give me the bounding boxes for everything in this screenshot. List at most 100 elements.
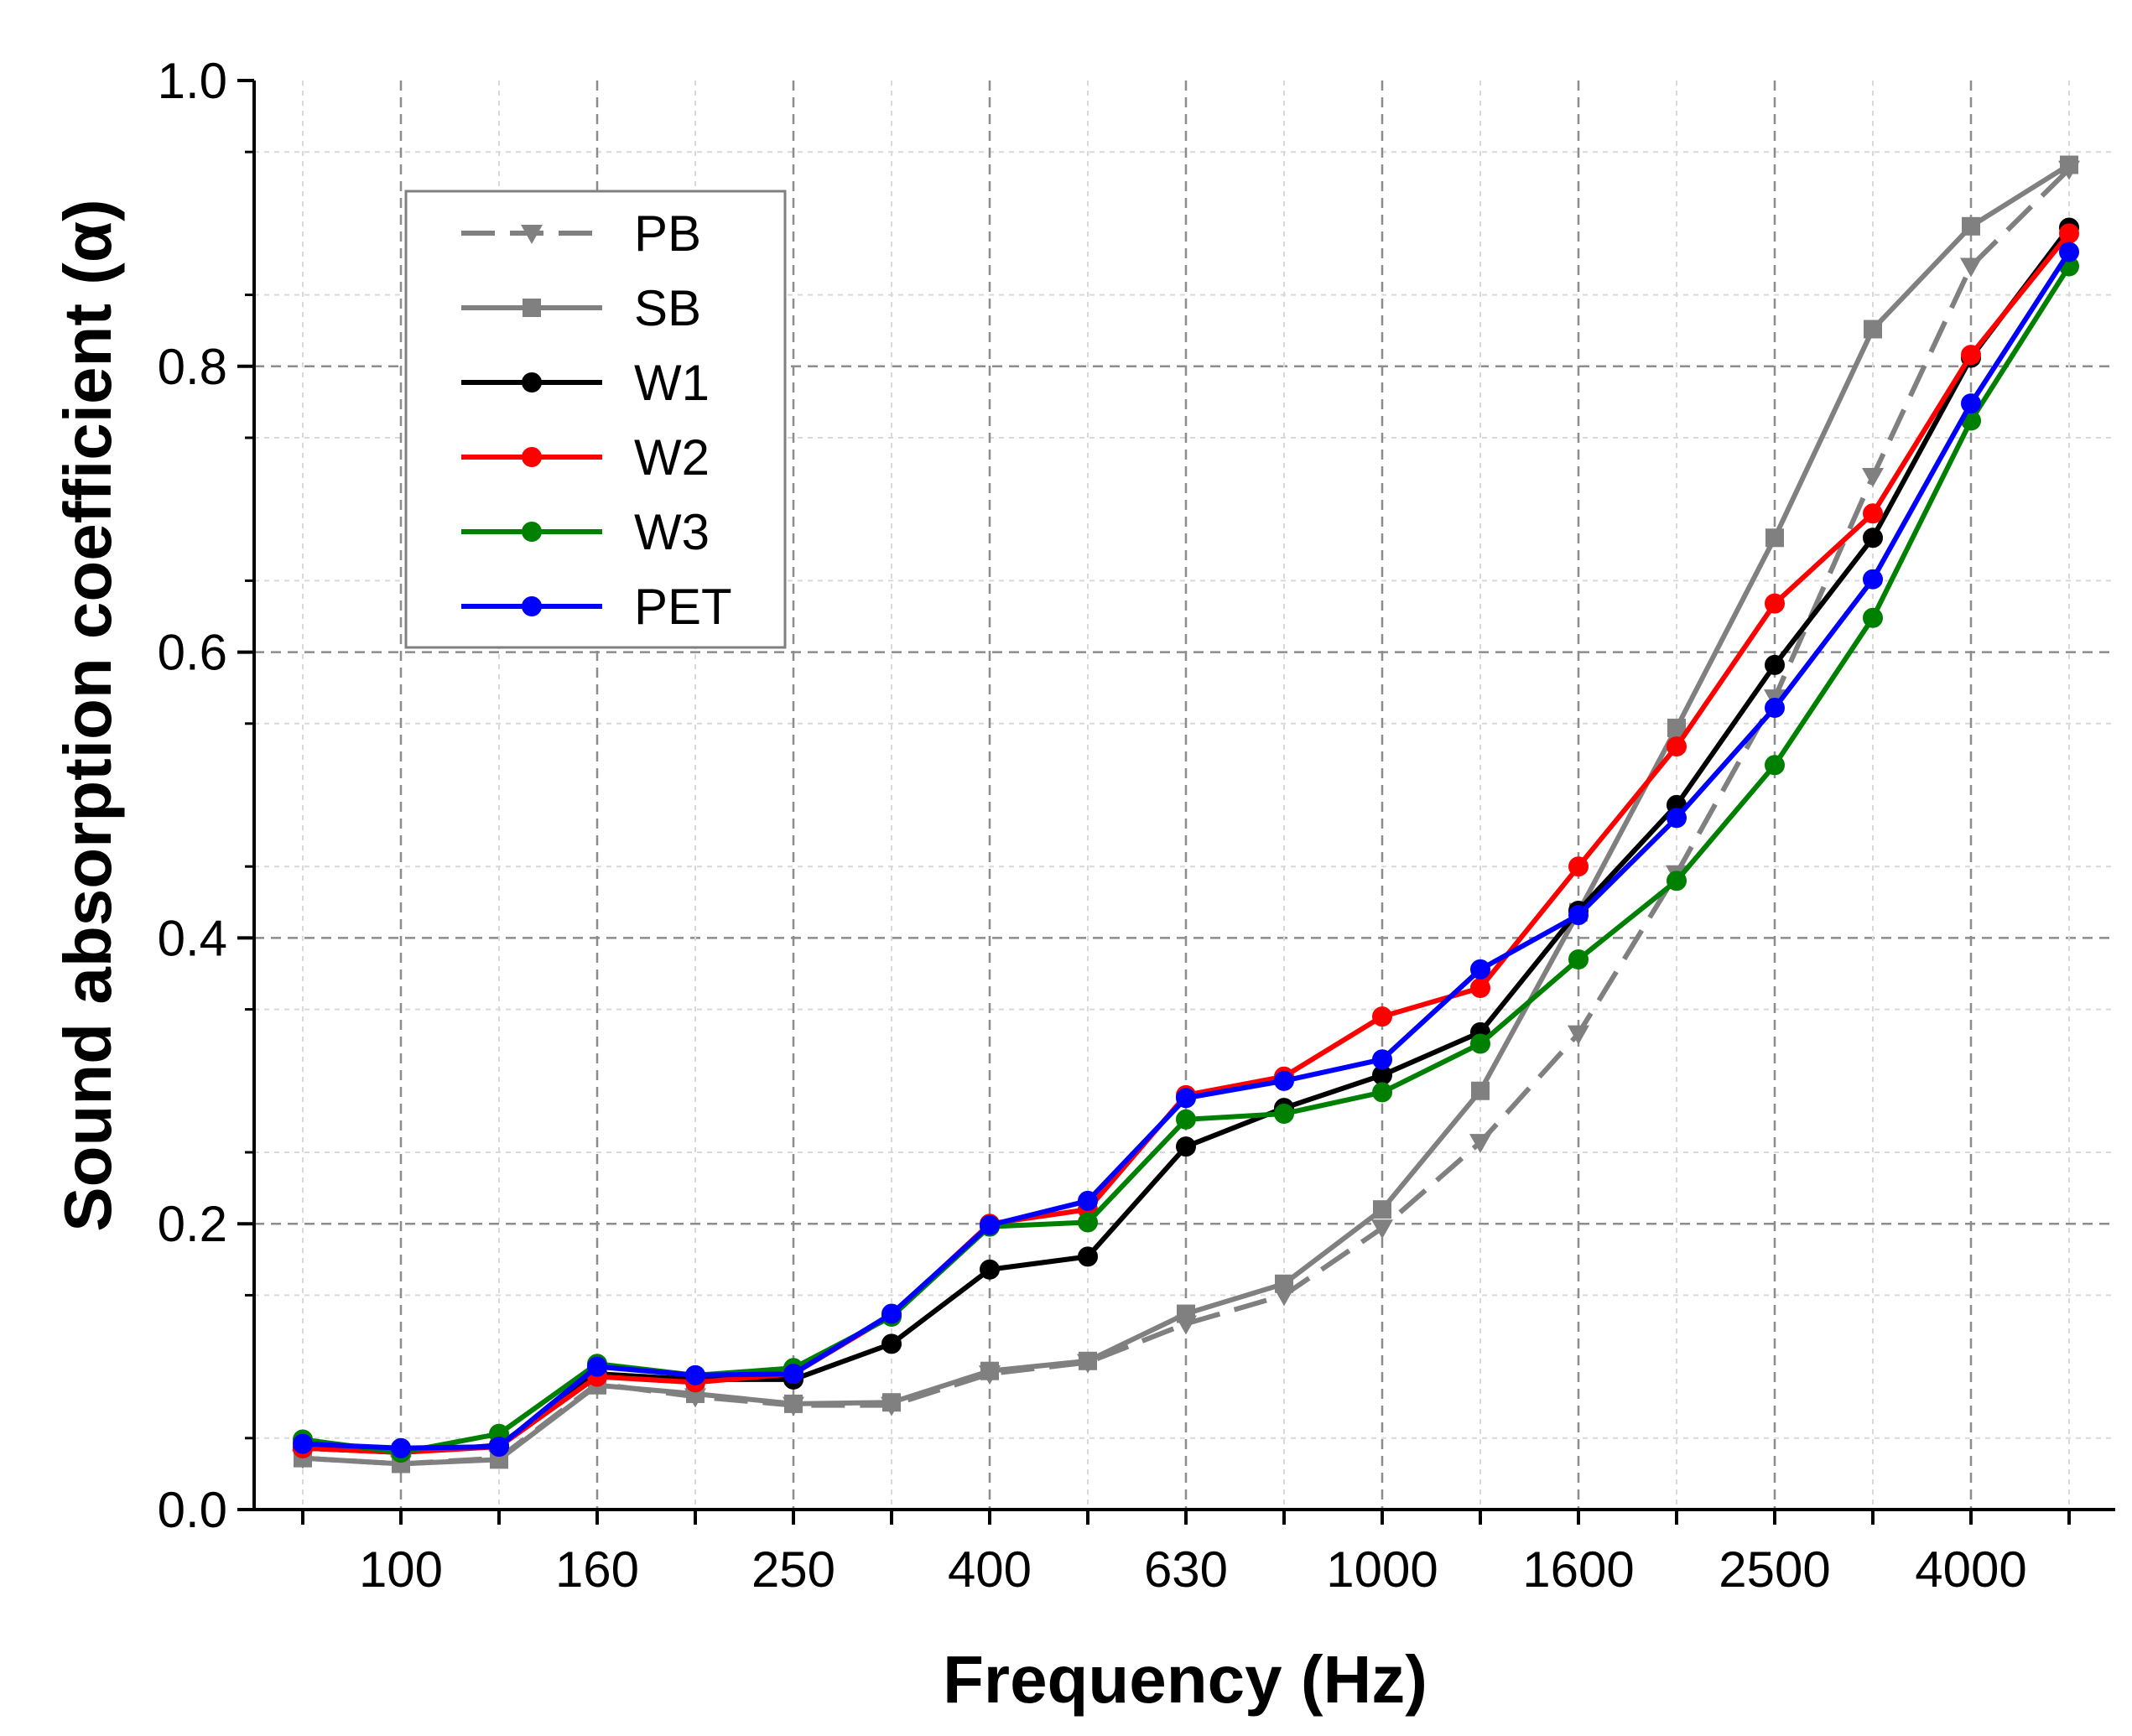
legend-entry-pb: PB [461, 205, 701, 262]
legend-marker [522, 596, 542, 616]
data-point-sb [882, 1393, 901, 1412]
legend-entry-w1: W1 [461, 355, 710, 411]
legend: PB SB W1 W2 W3 PET [404, 190, 787, 649]
legend-label: SB [634, 280, 701, 336]
legend-entry-sb: SB [461, 280, 701, 336]
data-point-sb [980, 1361, 999, 1380]
legend-entry-w3: W3 [461, 504, 710, 560]
data-point-pet [1274, 1070, 1294, 1091]
data-point-w2 [1470, 978, 1490, 999]
data-point-w3 [1078, 1212, 1098, 1233]
y-tick-label: 0.6 [158, 625, 227, 681]
data-point-w1 [1078, 1246, 1098, 1267]
data-point-sb [1962, 216, 1980, 236]
data-point-w3 [1470, 1033, 1490, 1054]
data-point-pet [2059, 242, 2079, 262]
legend-entry-w2: W2 [461, 429, 710, 486]
data-point-pb [1960, 257, 1982, 278]
y-tick-label: 1.0 [158, 53, 227, 109]
data-point-w2 [1765, 593, 1785, 614]
x-tick-label: 100 [359, 1541, 443, 1598]
data-point-pet [881, 1303, 902, 1324]
x-tick-label: 400 [948, 1541, 1032, 1598]
legend-label: W2 [634, 429, 710, 486]
legend-marker [521, 225, 543, 244]
data-point-w2 [1372, 1006, 1392, 1027]
data-point-w2 [1961, 345, 1981, 366]
data-point-w1 [1863, 528, 1883, 548]
series-pet [293, 242, 2079, 1458]
data-point-w3 [1667, 871, 1687, 891]
data-point-w1 [1176, 1136, 1196, 1157]
data-point-sb [1177, 1304, 1195, 1323]
data-point-pet [1667, 808, 1687, 829]
legend-label: PB [634, 205, 701, 262]
legend-marker [522, 522, 542, 542]
data-point-w2 [1568, 856, 1589, 877]
data-point-sb [1275, 1274, 1293, 1293]
y-tick-label: 0.0 [158, 1482, 227, 1538]
legend-box [404, 190, 787, 649]
data-point-w1 [980, 1259, 1000, 1280]
data-point-sb [1864, 320, 1882, 339]
data-point-w2 [1667, 736, 1687, 757]
legend-marker [522, 372, 542, 392]
data-point-sb [1471, 1081, 1490, 1100]
data-point-pb [1862, 468, 1884, 488]
x-tick-label: 160 [555, 1541, 639, 1598]
x-tick-label: 4000 [1915, 1541, 2026, 1598]
data-point-pet [980, 1214, 1000, 1235]
data-point-w3 [1176, 1109, 1196, 1130]
data-point-sb [2060, 155, 2078, 174]
x-tick-label: 1600 [1522, 1541, 1634, 1598]
data-point-pet [1961, 393, 1981, 414]
data-point-pet [783, 1364, 803, 1385]
data-point-w2 [1863, 503, 1883, 524]
data-point-w1 [1765, 654, 1785, 675]
legend-entry-pet: PET [461, 579, 732, 635]
data-point-pb [1469, 1134, 1491, 1154]
x-tick-label: 250 [751, 1541, 835, 1598]
x-axis-title: Frequency (Hz) [943, 1642, 1427, 1717]
data-point-pet [1863, 569, 1883, 590]
data-point-w3 [1863, 607, 1883, 628]
data-point-w3 [1274, 1103, 1294, 1124]
data-point-w1 [881, 1333, 902, 1354]
legend-label: PET [634, 579, 732, 635]
data-point-w3 [1372, 1082, 1392, 1103]
data-point-pet [587, 1356, 607, 1377]
data-point-sb [784, 1394, 803, 1413]
data-point-sb [1079, 1351, 1097, 1370]
y-tick-label: 0.2 [158, 1196, 227, 1252]
data-point-pet [293, 1433, 313, 1454]
data-point-w3 [1568, 949, 1589, 969]
data-point-pet [391, 1437, 411, 1458]
legend-marker [523, 299, 541, 317]
data-point-w3 [1765, 755, 1785, 776]
x-tick-label: 630 [1144, 1541, 1228, 1598]
legend-label: W3 [634, 504, 710, 560]
y-tick-label: 0.4 [158, 910, 227, 966]
series-group [292, 155, 2080, 1475]
data-point-pet [1372, 1049, 1392, 1070]
y-tick-label: 0.8 [158, 339, 227, 395]
legend-marker [522, 447, 542, 467]
data-point-pet [685, 1364, 705, 1385]
data-point-sb [1765, 528, 1784, 548]
data-point-pet [1568, 905, 1589, 926]
data-point-pet [1765, 698, 1785, 719]
data-point-sb [1373, 1200, 1391, 1219]
legend-label: W1 [634, 355, 710, 411]
data-point-pet [1470, 959, 1490, 980]
x-tick-label: 2500 [1719, 1541, 1830, 1598]
data-point-pet [1176, 1088, 1196, 1109]
grid [254, 81, 2115, 1510]
data-point-pet [489, 1437, 509, 1458]
x-tick-label: 1000 [1326, 1541, 1438, 1598]
data-point-pb [1371, 1219, 1393, 1240]
y-axis-title: Sound absorption coefficient (α) [50, 199, 125, 1231]
data-point-w2 [2059, 223, 2079, 244]
data-point-pb [1568, 1025, 1589, 1045]
data-point-sb [1667, 718, 1686, 737]
